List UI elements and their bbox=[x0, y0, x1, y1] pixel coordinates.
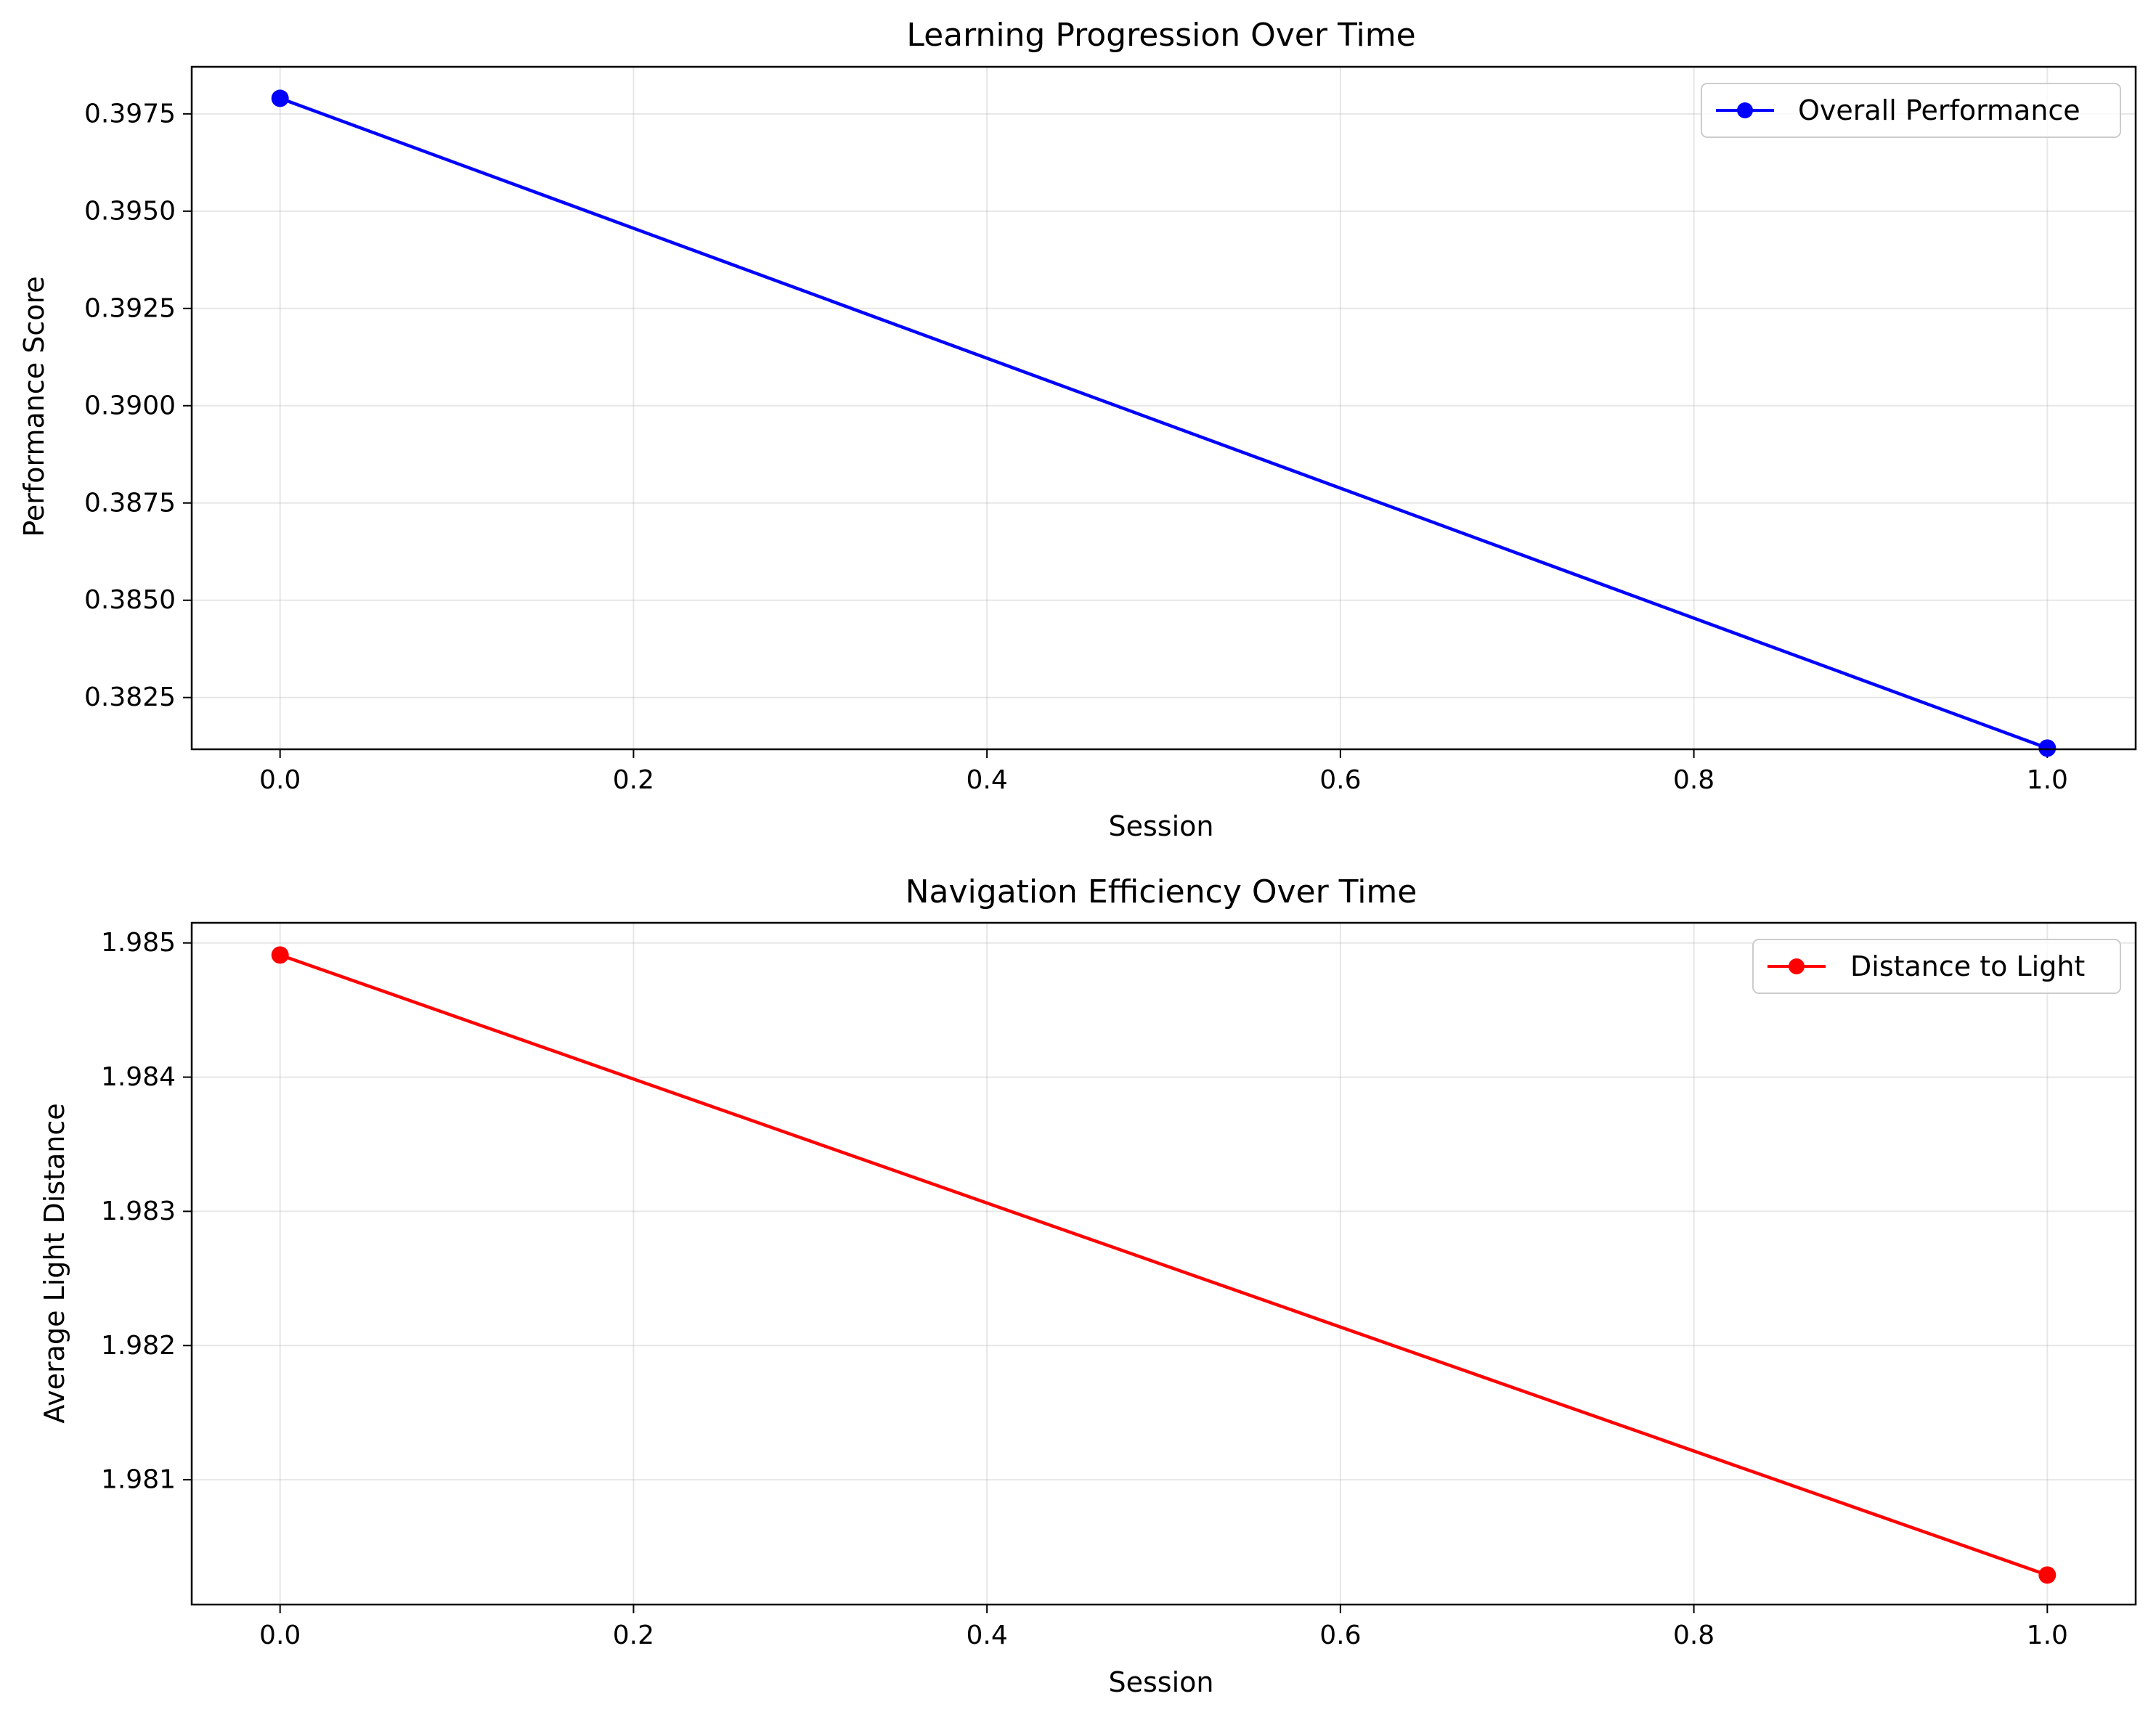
x-tick-label: 0.6 bbox=[1319, 1621, 1361, 1650]
y-tick-label: 1.981 bbox=[101, 1465, 176, 1495]
legend-frame bbox=[1752, 939, 2121, 994]
x-tick-label: 1.0 bbox=[2027, 1621, 2068, 1650]
data-point bbox=[2038, 739, 2057, 757]
legend-marker-swatch bbox=[1789, 958, 1805, 974]
legend: Overall Performance bbox=[1701, 83, 2121, 138]
y-tick-label: 0.3875 bbox=[84, 488, 176, 518]
x-tick-label: 0.0 bbox=[259, 765, 301, 795]
y-tick-label: 1.982 bbox=[101, 1331, 176, 1361]
x-tick-label: 0.2 bbox=[613, 765, 654, 795]
y-tick-label: 0.3825 bbox=[84, 682, 176, 712]
data-point bbox=[271, 946, 289, 964]
tick-layer: 0.0 0.2 0.4 0.6 0.8 1.0 1.981 1.982 1.983 1.984 1.… bbox=[101, 923, 2136, 1650]
plot-area bbox=[271, 89, 2057, 757]
series-line bbox=[278, 97, 2049, 750]
x-tick-label: 0.8 bbox=[1673, 765, 1714, 795]
axes-frame bbox=[190, 921, 2137, 1606]
y-axis-label: Average Light Distance bbox=[38, 1103, 70, 1423]
y-axis-label: Performance Score bbox=[18, 276, 50, 537]
x-axis-label: Session bbox=[1109, 1666, 1214, 1698]
tick-layer: 0.0 0.2 0.4 0.6 0.8 1.0 0.3825 0.3850 0.3875 0.39… bbox=[84, 67, 2136, 795]
y-tick-label: 1.983 bbox=[101, 1197, 176, 1226]
data-point bbox=[271, 89, 289, 107]
chart-title: Navigation Efficiency Over Time bbox=[906, 873, 1417, 910]
legend-label: Distance to Light bbox=[1850, 950, 2085, 982]
series-line bbox=[278, 953, 2049, 1577]
y-tick-label: 0.3975 bbox=[84, 99, 176, 129]
axes-frame bbox=[190, 65, 2137, 751]
y-tick-label: 0.3850 bbox=[84, 585, 176, 615]
x-tick-label: 0.8 bbox=[1673, 1621, 1714, 1650]
chart-learning-progression: Learning Progression Over Time Session P… bbox=[18, 17, 2137, 842]
y-tick-label: 1.984 bbox=[101, 1062, 176, 1092]
plot-area bbox=[271, 946, 2057, 1584]
legend-frame bbox=[1701, 83, 2121, 138]
x-tick-label: 1.0 bbox=[2027, 765, 2068, 795]
chart-navigation-efficiency: Navigation Efficiency Over Time Session … bbox=[38, 873, 2137, 1698]
legend-label: Overall Performance bbox=[1798, 94, 2080, 126]
y-tick-label: 0.3925 bbox=[84, 293, 176, 323]
x-tick-label: 0.4 bbox=[967, 1621, 1008, 1650]
legend: Distance to Light bbox=[1752, 939, 2121, 994]
y-tick-label: 1.985 bbox=[101, 928, 176, 958]
x-axis-label: Session bbox=[1109, 810, 1214, 842]
x-tick-label: 0.4 bbox=[967, 765, 1008, 795]
x-tick-label: 0.0 bbox=[259, 1621, 301, 1650]
legend-marker-swatch bbox=[1737, 102, 1753, 118]
x-tick-label: 0.2 bbox=[613, 1621, 654, 1650]
y-tick-label: 0.3950 bbox=[84, 196, 176, 226]
x-tick-label: 0.6 bbox=[1319, 765, 1361, 795]
chart-title: Learning Progression Over Time bbox=[906, 17, 1415, 54]
y-tick-label: 0.3900 bbox=[84, 391, 176, 420]
data-point bbox=[2038, 1566, 2057, 1584]
